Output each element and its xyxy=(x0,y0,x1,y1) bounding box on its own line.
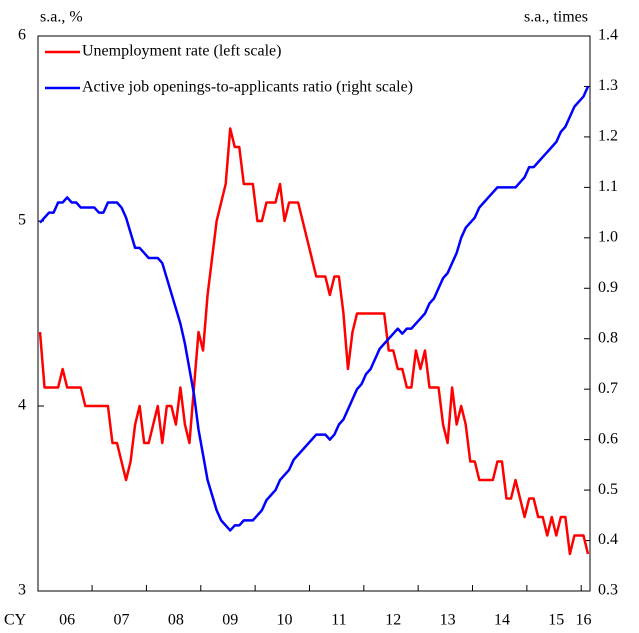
y-tick-label: 3 xyxy=(18,582,26,599)
y2-tick-label: 0.5 xyxy=(598,481,618,498)
x-tick-label: 13 xyxy=(440,612,456,629)
x-tick-label: 07 xyxy=(114,612,130,629)
left-unit-label: s.a., % xyxy=(40,9,83,26)
x-tick-label: 14 xyxy=(494,612,510,629)
plot-frame xyxy=(37,35,591,592)
x-tick-label: 10 xyxy=(277,612,293,629)
y2-tick-label: 1.1 xyxy=(598,178,618,195)
series-line xyxy=(39,85,590,532)
x-tick-label: 12 xyxy=(385,612,401,629)
y-tick-label: 6 xyxy=(18,27,26,44)
x-tick-label: 08 xyxy=(168,612,184,629)
x-tick-label: 06 xyxy=(59,612,75,629)
x-tick-label: 11 xyxy=(331,612,346,629)
y2-tick-label: 0.7 xyxy=(598,380,618,397)
x-tick-label: 16 xyxy=(575,612,591,629)
y2-tick-label: 0.9 xyxy=(598,279,618,296)
y2-tick-label: 0.4 xyxy=(598,531,618,548)
legend-label: Unemployment rate (left scale) xyxy=(82,43,281,60)
y2-tick-label: 1.0 xyxy=(598,228,618,245)
y2-tick-label: 0.8 xyxy=(598,329,618,346)
x-tick-label: 09 xyxy=(222,612,238,629)
y-tick-label: 5 xyxy=(18,212,26,229)
x-axis-label: CY xyxy=(4,612,27,629)
y2-tick-label: 1.3 xyxy=(598,77,618,94)
y2-tick-label: 1.4 xyxy=(598,27,618,44)
x-tick-label: 15 xyxy=(548,612,564,629)
series-line xyxy=(38,127,590,556)
y-tick-label: 4 xyxy=(18,397,26,414)
y2-tick-label: 0.3 xyxy=(598,582,618,599)
right-unit-label: s.a., times xyxy=(524,9,588,26)
y2-tick-label: 1.2 xyxy=(598,128,618,145)
legend-label: Active job openings-to-applicants ratio … xyxy=(82,79,413,96)
y2-tick-label: 0.6 xyxy=(598,430,618,447)
